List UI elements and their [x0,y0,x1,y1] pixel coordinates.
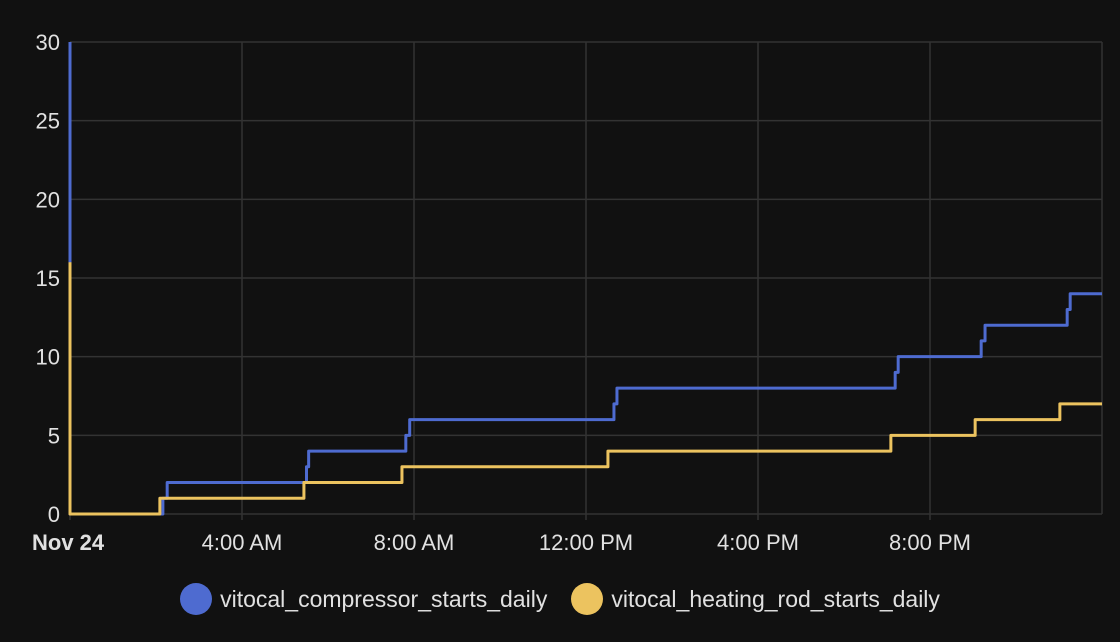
y-tick-label: 30 [36,30,60,55]
y-tick-label: 15 [36,266,60,291]
x-tick-label: 4:00 AM [202,530,283,555]
legend-marker-icon [571,583,604,615]
grid [69,41,1103,520]
chart-area: 0 5 10 15 20 25 30 Nov 24 4:00 AM 8:00 AM 12:00 P… [32,30,1103,555]
x-tick-label: Nov 24 [32,530,105,555]
y-axis: 0 5 10 15 20 25 30 [36,30,60,527]
x-axis: Nov 24 4:00 AM 8:00 AM 12:00 PM 4:00 PM 8:00 … [32,530,971,555]
y-tick-label: 5 [48,423,60,448]
x-tick-label: 8:00 PM [889,530,971,555]
x-tick-label: 4:00 PM [717,530,799,555]
legend-item-compressor[interactable]: vitocal_compressor_starts_daily [180,583,547,615]
x-tick-label: 12:00 PM [539,530,633,555]
legend-label: vitocal_compressor_starts_daily [220,585,548,612]
series-line-0 [68,42,1102,516]
legend-item-heating-rod[interactable]: vitocal_heating_rod_starts_daily [571,583,940,615]
y-tick-label: 0 [48,502,60,527]
series-line-1 [68,262,1102,516]
y-tick-label: 20 [36,187,60,212]
legend: vitocal_compressor_starts_daily vitocal_… [0,583,1120,615]
y-tick-label: 10 [36,345,60,370]
y-tick-label: 25 [36,109,60,134]
legend-marker-icon [180,583,213,615]
series-lines [68,42,1102,516]
x-tick-label: 8:00 AM [374,530,455,555]
legend-label: vitocal_heating_rod_starts_daily [611,585,940,612]
